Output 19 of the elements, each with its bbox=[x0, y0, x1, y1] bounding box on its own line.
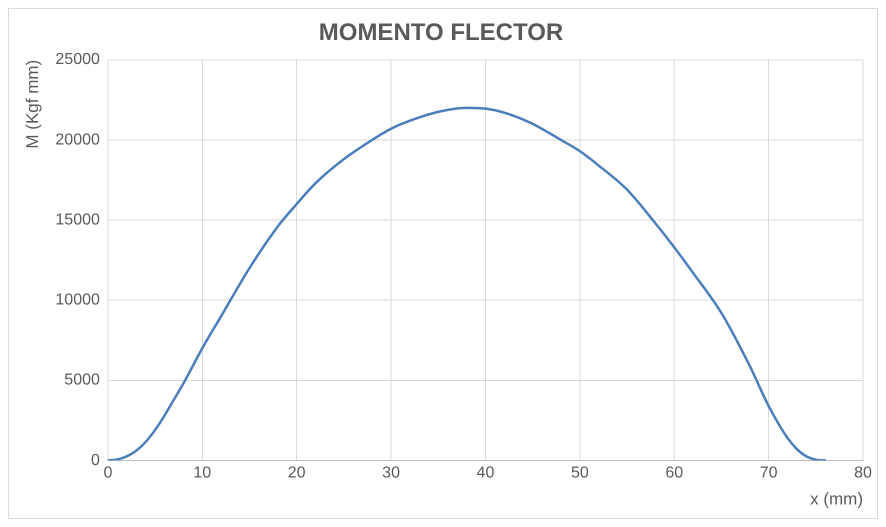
x-axis-title: x (mm) bbox=[810, 489, 863, 508]
x-tick-label: 10 bbox=[193, 464, 212, 482]
x-tick-label: 20 bbox=[288, 464, 306, 482]
y-axis-title: M (Kgf mm) bbox=[22, 60, 42, 149]
y-tick-label: 20000 bbox=[55, 131, 100, 148]
chart-title: MOMENTO FLECTOR bbox=[318, 19, 564, 46]
x-tick-label: 60 bbox=[665, 464, 684, 482]
line-series bbox=[108, 106, 826, 460]
y-tick-label: 0 bbox=[90, 452, 100, 469]
y-tick-label: 15000 bbox=[55, 211, 100, 228]
x-tick-label: 30 bbox=[382, 464, 400, 482]
y-tick-label: 10000 bbox=[55, 292, 100, 309]
x-tick-label: 40 bbox=[476, 464, 494, 482]
x-tick-label: 0 bbox=[103, 464, 112, 482]
y-tick-label: 5000 bbox=[64, 372, 100, 389]
x-tick-label: 70 bbox=[760, 464, 778, 482]
x-tick-label: 80 bbox=[854, 464, 872, 482]
y-tick-label: 25000 bbox=[55, 51, 100, 68]
x-tick-label: 50 bbox=[570, 464, 589, 482]
